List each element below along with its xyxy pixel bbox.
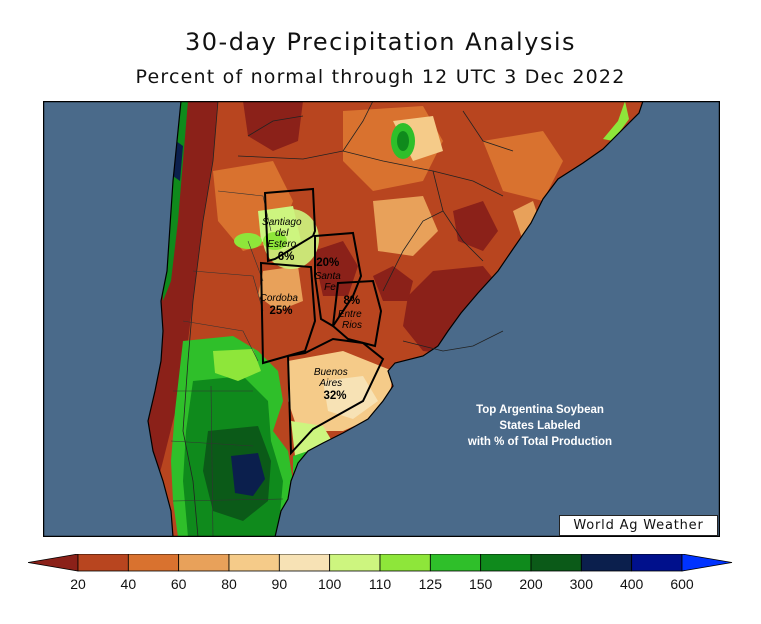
state-label-santa-fe: 20% Santa Fe (315, 253, 346, 293)
note-line: Top Argentina Soybean (476, 404, 604, 416)
legend-label: 110 (369, 576, 392, 592)
state-label-cordoba: Cordoba 25% (260, 288, 303, 317)
state-pct: 6% (278, 251, 295, 263)
state-name-line: Santiago (262, 217, 302, 228)
legend-swatch (127, 554, 180, 572)
legend-swatch (379, 554, 431, 572)
state-label-buenos-aires: Buenos Aires 32% (314, 362, 352, 402)
state-pct: 32% (323, 390, 346, 402)
legend-label: 300 (570, 576, 594, 592)
map-title: 30-day Precipitation Analysis (185, 28, 576, 56)
legend-label: 600 (670, 576, 694, 592)
legend-swatch (77, 554, 129, 572)
color-legend: 20 40 60 80 90 100 110 125 150 200 300 400 600 (28, 554, 733, 592)
state-label-entre-rios: 8% Entre Rios (338, 291, 366, 331)
state-label-santiago: Santiago del Estero 6% (262, 212, 306, 263)
legend-label: 90 (272, 576, 288, 592)
map-frame (43, 101, 720, 537)
precipitation-map: Santiago del Estero 6% 20% Santa Fe Cord… (43, 101, 720, 537)
note-line: with % of Total Production (467, 436, 613, 448)
legend-label: 40 (121, 576, 137, 592)
map-subtitle: Percent of normal through 12 UTC 3 Dec 2… (135, 66, 626, 88)
legend-swatch (480, 554, 532, 572)
state-name-line: Santa (315, 271, 342, 282)
legend-label: 80 (221, 576, 237, 592)
state-name-line: Estero (267, 239, 296, 250)
state-name-line: Fe (324, 282, 336, 293)
legend-label: 150 (469, 576, 493, 592)
state-name-line: Entre (338, 309, 362, 320)
legend-label: 125 (419, 576, 443, 592)
state-name-line: Buenos (314, 367, 348, 378)
legend-label: 20 (70, 576, 86, 592)
state-pct: 20% (316, 257, 339, 269)
legend-swatch (228, 554, 280, 572)
note-line: States Labeled (499, 420, 581, 432)
legend-swatch (530, 554, 582, 572)
state-name-line: Aires (318, 378, 342, 389)
soybean-state-borders (259, 187, 385, 456)
state-labels: Santiago del Estero 6% 20% Santa Fe Cord… (260, 212, 366, 402)
legend-label: 400 (620, 576, 644, 592)
legend-swatch (580, 554, 633, 572)
watermark-label: World Ag Weather (559, 515, 718, 536)
santiago-green-spot (263, 232, 287, 250)
state-pct: 25% (269, 305, 292, 317)
country-borders (182, 101, 514, 537)
province-borders (170, 190, 284, 537)
legend-label: 100 (318, 576, 342, 592)
legend-label: 60 (171, 576, 187, 592)
legend-swatch (429, 554, 482, 572)
legend-swatch (631, 554, 683, 572)
legend-swatch (178, 554, 230, 572)
legend-swatch (278, 554, 331, 572)
legend-arrow-high (681, 554, 733, 572)
legend-swatch (329, 554, 381, 572)
state-name-line: Cordoba (260, 293, 299, 304)
soybean-note: Top Argentina Soybean States Labeled wit… (440, 402, 640, 450)
state-name-line: del (275, 228, 289, 239)
legend-label: 200 (519, 576, 543, 592)
state-name-line: Rios (342, 320, 362, 331)
state-pct: 8% (343, 295, 360, 307)
santiago-wet-zone (263, 209, 319, 269)
legend-arrow-low (28, 554, 79, 572)
